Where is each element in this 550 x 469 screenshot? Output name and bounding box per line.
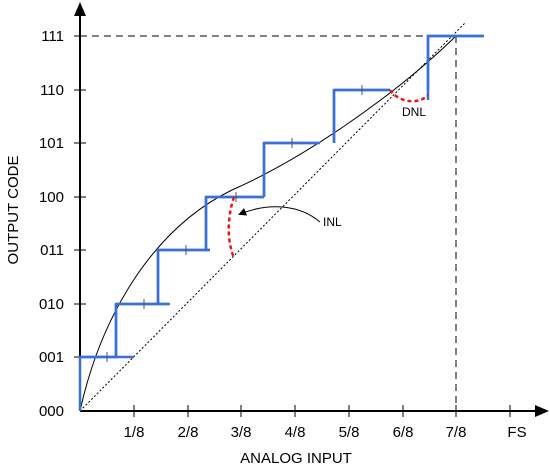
ideal-transfer-line [79, 21, 467, 412]
quantized-staircase [78, 34, 484, 411]
inl-label: INL [323, 215, 342, 229]
y-tick-label: 111 [41, 28, 64, 45]
x-tick-label: 2/8 [178, 424, 199, 441]
x-axis-title: ANALOG INPUT [240, 450, 352, 467]
x-tick-label: 4/8 [285, 424, 306, 441]
inl-callout-arrow [238, 206, 321, 223]
y-tick-label: 011 [40, 242, 64, 259]
step-tick-marks [106, 85, 363, 362]
x-tick-label: 5/8 [339, 424, 360, 441]
y-tick-labels: 000 001 010 011 100 101 110 111 [39, 28, 64, 420]
inl-error-marker [227, 196, 236, 259]
actual-transfer-curve [79, 35, 457, 412]
staircase-segments [80, 34, 484, 359]
y-tick-label: 100 [39, 189, 64, 206]
x-tick-label: 7/8 [446, 424, 467, 441]
dnl-label: DNL [402, 105, 426, 119]
y-axis-arrow-icon [74, 2, 86, 16]
x-tick-label: 6/8 [393, 424, 414, 441]
x-tick-labels: 1/8 2/8 3/8 4/8 5/8 6/8 7/8 FS [124, 424, 527, 441]
x-tick-label: 1/8 [124, 424, 145, 441]
x-axis-arrow-icon [535, 405, 549, 417]
dnl-error-marker [388, 89, 429, 103]
y-tick-label: 010 [39, 296, 64, 313]
y-tick-label: 101 [39, 135, 64, 152]
y-tick-label: 000 [39, 403, 64, 420]
x-tick-label: 3/8 [231, 424, 252, 441]
y-axis-title: OUTPUT CODE [5, 156, 22, 265]
y-tick-label: 001 [39, 349, 64, 366]
x-tick-label: FS [507, 424, 526, 441]
y-tick-label: 110 [40, 82, 64, 99]
